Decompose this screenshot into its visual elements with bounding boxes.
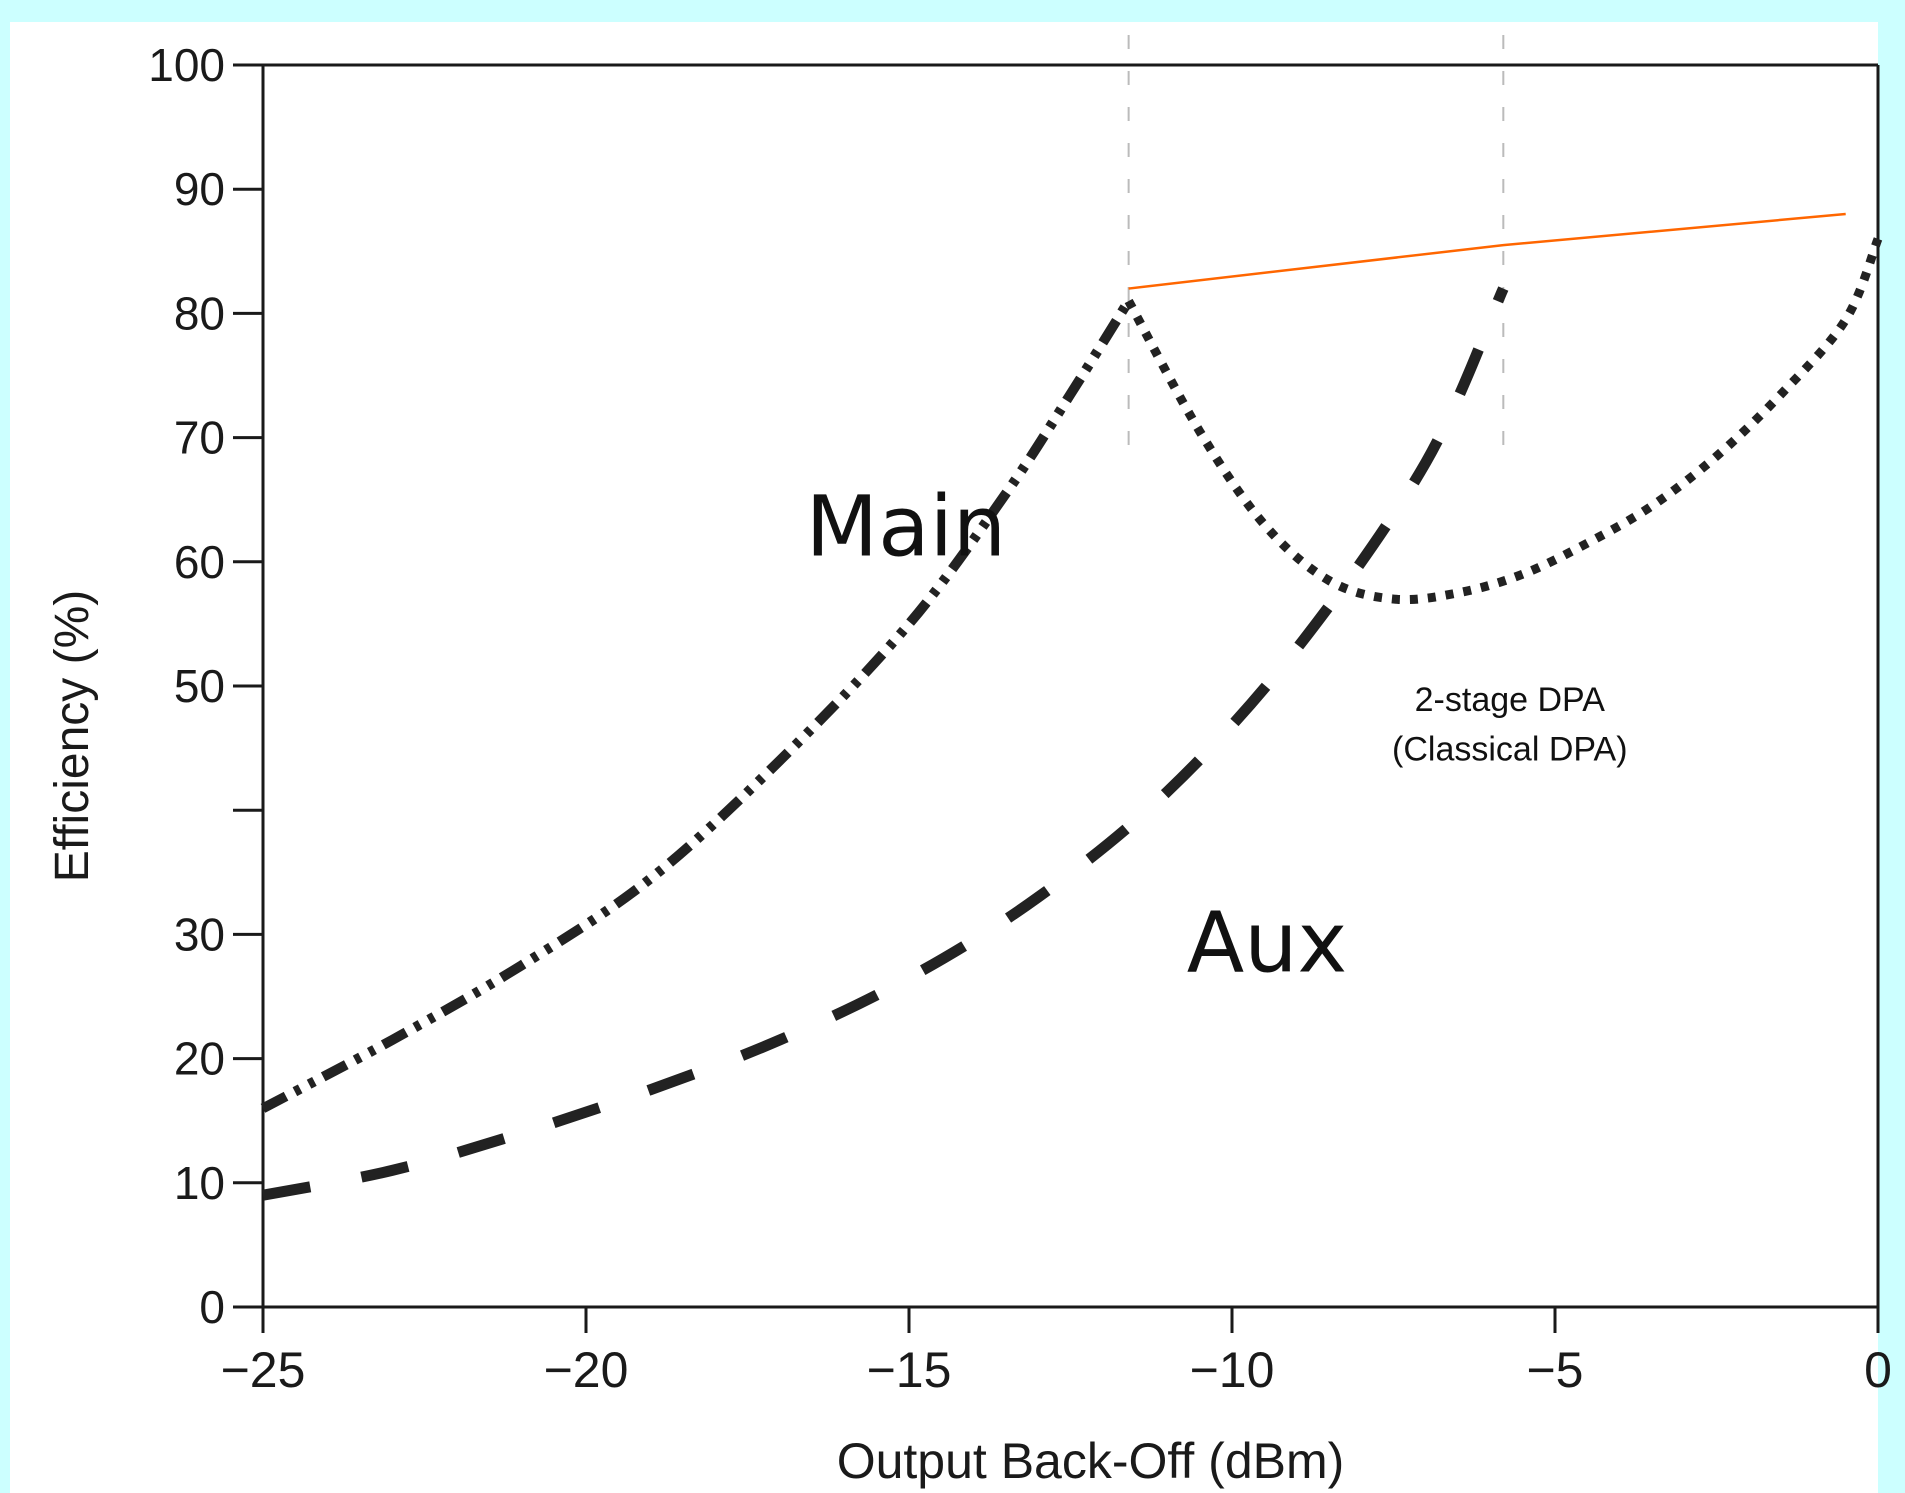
series-line-peak-efficiency-envelope-point: [1502, 244, 1504, 246]
series-layer: [260, 212, 1883, 1201]
labels-layer: Output Back-Off (dBm) Efficiency (%) Main A…: [46, 478, 1628, 1489]
annotation-aux: Aux: [1187, 894, 1347, 992]
series-line-main-point: [1070, 393, 1072, 395]
y-tick-label: 50: [174, 660, 225, 712]
series-line-2-stage-dpa-classical-dpa-point: [1716, 455, 1718, 457]
series-line-2-stage-dpa-classical-dpa-point: [1780, 393, 1782, 395]
series-line-aux-point: [1037, 896, 1039, 898]
series-line-main-point: [779, 760, 781, 762]
x-tick-label: −5: [1526, 1342, 1583, 1398]
series-line-aux-point: [1296, 648, 1298, 650]
y-tick-label: 10: [174, 1157, 225, 1209]
series-line-peak-efficiency-envelope-point: [1128, 288, 1130, 290]
series-line-2-stage-dpa-classical-dpa-point: [1522, 573, 1524, 575]
series-line-aux: [261, 286, 1509, 1201]
series-line-2-stage-dpa-classical-dpa-point: [1393, 598, 1395, 600]
series-line-aux-point: [391, 1169, 393, 1171]
y-tick-label: 60: [174, 536, 225, 588]
series-line-peak-efficiency-envelope: [1128, 212, 1846, 290]
axes-layer: [243, 35, 1880, 1309]
series-line-main-point: [391, 1039, 393, 1041]
series-line-main-point: [520, 964, 522, 966]
series-line-main-point: [262, 1107, 264, 1109]
series-line-aux-point: [1166, 791, 1168, 793]
x-tick-label: 0: [1864, 1342, 1892, 1398]
series-line-2-stage-dpa-classical-dpa-point: [1586, 542, 1588, 544]
series-line-aux-point: [1502, 288, 1504, 290]
series-line-2-stage-dpa-classical-dpa-point: [1199, 430, 1201, 432]
series-line-main-point: [650, 878, 652, 880]
series-line-aux-point: [262, 1194, 264, 1196]
series-line-main-point: [908, 623, 910, 625]
x-tick-label: −20: [544, 1342, 629, 1398]
series-line-2-stage-dpa-classical-dpa-point: [1651, 505, 1653, 507]
y-tick-label: 80: [174, 287, 225, 339]
x-tick-label: −25: [221, 1342, 306, 1398]
series-line-2-stage-dpa-classical-dpa-point: [1263, 524, 1265, 526]
series-line-2-stage-dpa-classical-dpa: [1124, 237, 1883, 605]
y-tick-label: 70: [174, 412, 225, 464]
series-line-2-stage-dpa-classical-dpa-point: [1877, 238, 1879, 240]
y-tick-label: 100: [148, 39, 225, 91]
annotation-dpa-1: 2-stage DPA: [1415, 681, 1606, 719]
x-axis-title: Output Back-Off (dBm): [837, 1433, 1345, 1489]
series-line-aux-point: [1425, 461, 1427, 463]
series-line-aux-point: [650, 1089, 652, 1091]
series-line-peak-efficiency-envelope-point: [1845, 213, 1847, 215]
y-tick-label: 30: [174, 908, 225, 960]
series-line-2-stage-dpa-classical-dpa-point: [1328, 579, 1330, 581]
series-line-aux-point: [520, 1132, 522, 1134]
y-tick-label: 20: [174, 1033, 225, 1085]
series-line-2-stage-dpa-classical-dpa-point: [1457, 592, 1459, 594]
y-axis-title: Efficiency (%): [46, 590, 99, 883]
series-line-2-stage-dpa-classical-dpa-point: [1128, 300, 1130, 302]
series-line-main: [260, 298, 1133, 1113]
series-line-aux-point: [908, 977, 910, 979]
annotation-main: Main: [806, 478, 1007, 576]
series-line-2-stage-dpa-classical-dpa-point: [1845, 319, 1847, 321]
x-tick-label: −15: [867, 1342, 952, 1398]
plot-panel: [10, 22, 1878, 1493]
y-tick-label: 0: [199, 1281, 225, 1333]
ticks-layer: 0 10 20 30 50 60 70 80 90 100 −25 −20 −15 −10 −5 0: [148, 39, 1892, 1398]
annotation-dpa-2: (Classical DPA): [1392, 731, 1628, 769]
series-line-aux-point: [779, 1039, 781, 1041]
y-tick-label: 90: [174, 163, 225, 215]
x-tick-label: −10: [1190, 1342, 1275, 1398]
